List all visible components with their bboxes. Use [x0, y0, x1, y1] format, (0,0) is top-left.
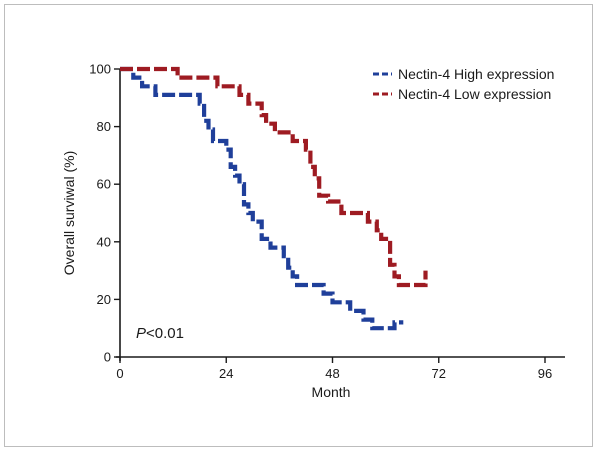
y-tick-label: 0 — [104, 350, 111, 365]
x-tick-label: 24 — [219, 366, 233, 381]
legend-label: Nectin-4 High expression — [398, 66, 554, 82]
series-layer — [120, 66, 428, 331]
p-value-annotation: P<0.01 — [136, 325, 184, 342]
y-tick-label: 40 — [97, 234, 111, 249]
legend-entry: Nectin-4 High expression — [373, 66, 554, 82]
y-tick-label: 20 — [97, 292, 111, 307]
y-axis-title: Overall surviwal (%) — [61, 151, 77, 275]
y-tick-label: 60 — [97, 177, 111, 192]
series-line-high-expression — [120, 66, 404, 331]
axes: 0 20 40 60 80 100 0 24 48 72 96 — [89, 62, 565, 381]
x-axis-title: Month — [312, 384, 351, 400]
series-line-low-expression — [120, 66, 428, 288]
y-tick-label: 80 — [97, 119, 111, 134]
legend: Nectin-4 High expression Nectin-4 Low exp… — [373, 66, 554, 102]
x-tick-label: 72 — [432, 366, 446, 381]
p-value-symbol: P — [136, 325, 146, 342]
chart-frame — [4, 4, 593, 447]
x-tick-label: 0 — [116, 366, 123, 381]
x-tick-label: 48 — [325, 366, 339, 381]
p-value-threshold: <0.01 — [146, 325, 184, 342]
x-tick-label: 96 — [538, 366, 552, 381]
legend-label: Nectin-4 Low expression — [398, 86, 551, 102]
legend-entry: Nectin-4 Low expression — [373, 86, 551, 102]
y-tick-label: 100 — [89, 62, 111, 77]
